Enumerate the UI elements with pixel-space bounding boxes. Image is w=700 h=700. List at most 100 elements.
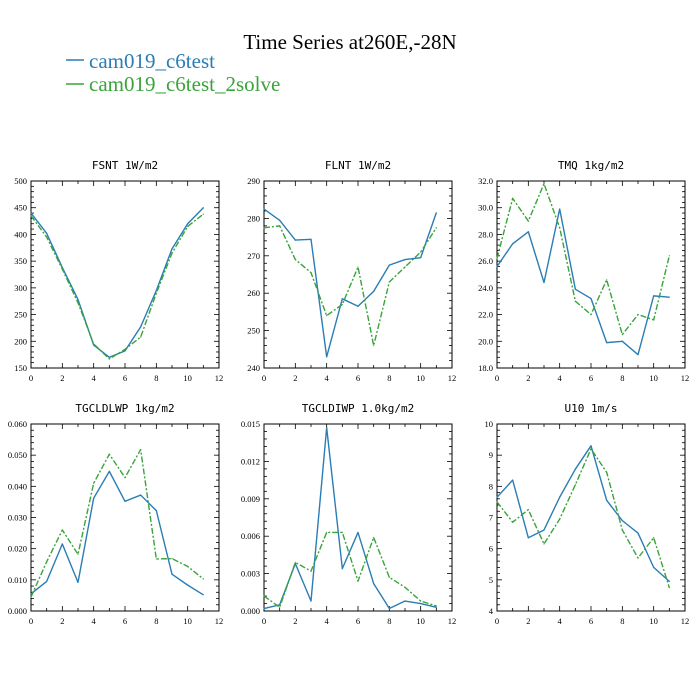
x-tick-label: 6 <box>356 373 360 383</box>
x-tick-label: 10 <box>649 616 658 626</box>
data-point-series-1 <box>46 580 48 582</box>
data-point-series-2 <box>171 252 173 254</box>
data-point-series-1 <box>341 298 343 300</box>
data-point-series-2 <box>77 302 79 304</box>
y-tick-label: 260 <box>247 288 260 298</box>
data-point-series-1 <box>590 445 592 447</box>
x-tick-label: 10 <box>416 373 425 383</box>
series-line-1 <box>496 445 670 582</box>
data-point-series-2 <box>590 448 592 450</box>
data-point-series-2 <box>543 183 545 185</box>
data-point-series-1 <box>574 288 576 290</box>
data-point-series-1 <box>263 607 265 610</box>
data-point-series-2 <box>310 570 312 572</box>
data-point-series-1 <box>187 223 189 225</box>
x-tick-label: 12 <box>448 373 457 383</box>
data-point-series-1 <box>326 356 328 358</box>
data-point-series-1 <box>77 299 79 301</box>
x-tick-label: 12 <box>681 616 690 626</box>
series-line-1 <box>496 208 670 356</box>
data-point-series-1 <box>621 520 623 522</box>
x-tick-label: 6 <box>123 373 127 383</box>
x-tick-label: 12 <box>215 373 224 383</box>
series-line-1 <box>263 208 437 358</box>
data-point-series-1 <box>435 212 437 214</box>
y-tick-label: 0.009 <box>241 494 260 504</box>
data-point-series-2 <box>108 453 110 455</box>
x-tick-label: 6 <box>356 616 360 626</box>
x-tick-label: 2 <box>526 616 530 626</box>
data-point-series-1 <box>420 602 422 605</box>
panel-title: TGCLDIWP 1.0kg/m2 <box>302 402 415 415</box>
y-tick-label: 0.050 <box>8 450 27 460</box>
data-point-series-2 <box>357 580 359 582</box>
data-point-series-2 <box>404 586 406 588</box>
data-point-series-1 <box>140 494 142 496</box>
data-point-series-2 <box>263 595 265 597</box>
panel-tmq: TMQ 1kg/m2 0 2 4 6 8 10 12 18.0 20.0 22.0 24.0 26.0 2… <box>478 159 689 383</box>
data-point-series-2 <box>155 558 157 560</box>
data-point-series-1 <box>373 582 375 585</box>
data-point-series-2 <box>46 561 48 563</box>
data-point-series-2 <box>373 536 375 539</box>
y-tick-label: 450 <box>14 203 27 213</box>
data-point-series-1 <box>388 264 390 266</box>
data-point-series-2 <box>124 348 126 350</box>
x-tick-label: 8 <box>154 373 158 383</box>
data-point-series-1 <box>310 238 312 240</box>
x-tick-label: 0 <box>262 373 266 383</box>
data-point-series-1 <box>326 427 328 429</box>
x-tick-label: 12 <box>448 616 457 626</box>
y-tick-label: 30.0 <box>478 203 493 213</box>
data-point-series-2 <box>326 315 328 317</box>
data-point-series-2 <box>187 225 189 228</box>
data-point-series-2 <box>341 531 343 534</box>
x-tick-label: 12 <box>215 616 224 626</box>
data-point-series-1 <box>606 499 608 501</box>
series-line-1 <box>30 470 204 596</box>
panel-grid: FSNT 1W/m20 2 4 6 8 10 12150200250300350400450… <box>8 159 689 626</box>
data-point-series-1 <box>357 531 359 534</box>
data-point-series-2 <box>30 596 32 598</box>
data-point-series-2 <box>668 255 670 257</box>
data-point-series-1 <box>108 356 110 358</box>
y-tick-label: 150 <box>14 363 27 373</box>
y-tick-label: 250 <box>247 326 260 336</box>
data-point-series-2 <box>202 578 204 580</box>
data-point-series-2 <box>202 213 204 215</box>
y-tick-label: 6 <box>489 544 493 554</box>
panel-flnt: FLNT 1W/m2 0 2 4 6 8 10 12 240 250 260 270 280 290 <box>247 159 456 383</box>
data-point-series-2 <box>108 358 110 360</box>
data-point-series-2 <box>606 279 608 281</box>
data-point-series-2 <box>404 266 406 268</box>
data-point-series-2 <box>140 336 142 338</box>
panel-title: TMQ 1kg/m2 <box>558 159 624 172</box>
data-point-series-2 <box>388 576 390 578</box>
data-point-series-1 <box>263 208 265 210</box>
data-point-series-1 <box>124 500 126 502</box>
data-point-series-2 <box>420 600 422 602</box>
y-tick-label: 4 <box>489 606 494 616</box>
y-tick-label: 0.006 <box>241 531 260 541</box>
data-point-series-2 <box>574 300 576 302</box>
data-point-series-1 <box>404 600 406 602</box>
series-line-1 <box>30 207 204 359</box>
y-tick-label: 5 <box>489 575 493 585</box>
data-point-series-2 <box>543 543 545 545</box>
data-point-series-2 <box>93 343 95 345</box>
data-point-series-1 <box>202 594 204 596</box>
x-tick-label: 2 <box>526 373 530 383</box>
data-point-series-1 <box>61 543 63 545</box>
x-tick-label: 4 <box>92 373 97 383</box>
legend-label-series-2: cam019_c6test_2solve <box>89 72 280 96</box>
data-point-series-2 <box>512 521 514 523</box>
data-point-series-1 <box>574 468 576 470</box>
series-line-2 <box>496 448 670 588</box>
y-tick-label: 24.0 <box>478 283 493 293</box>
data-point-series-2 <box>590 313 592 316</box>
y-tick-label: 250 <box>14 310 27 320</box>
figure-legend: cam019_c6test cam019_c6test_2solve <box>66 49 280 96</box>
y-tick-label: 300 <box>14 283 27 293</box>
data-point-series-2 <box>263 227 265 229</box>
